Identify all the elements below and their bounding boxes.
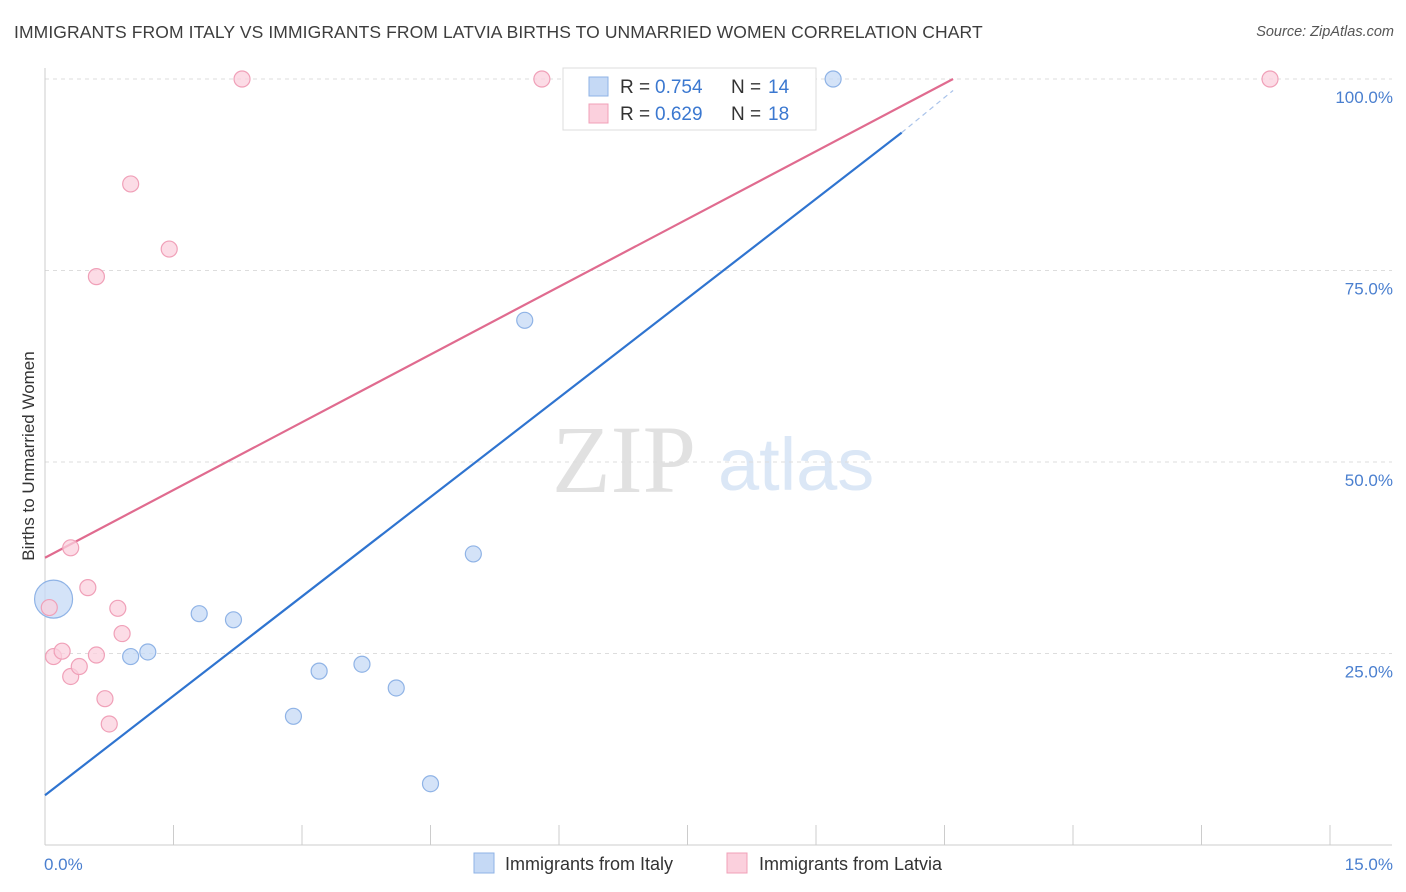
data-point-italy: [421, 775, 440, 793]
stats-legend-latvia-n-value: 18: [768, 104, 789, 125]
data-point-latvia: [87, 268, 106, 286]
trendline-latvia: [44, 78, 954, 559]
stats-legend-latvia-r-value: 0.629: [655, 104, 703, 125]
legend-italy-swatch: [473, 852, 495, 874]
trend-layer: [44, 78, 954, 797]
data-point-latvia: [79, 579, 97, 597]
stats-legend-italy-swatch: [588, 76, 609, 97]
chart-source: Source: ZipAtlas.com: [1256, 24, 1394, 40]
data-point-italy: [310, 662, 328, 680]
y-axis-title: Births to Unmarried Women: [19, 351, 38, 560]
data-point-latvia: [62, 539, 80, 557]
legend-latvia-label: Immigrants from Latvia: [759, 854, 943, 874]
point-layer: [33, 70, 1279, 793]
x-tick-label: 15.0%: [1345, 855, 1393, 874]
legend-latvia-swatch: [726, 852, 748, 874]
data-point-latvia: [533, 70, 551, 88]
data-point-italy: [387, 679, 405, 697]
stats-legend-italy-n-label: N =: [731, 77, 761, 98]
x-tick-label: 0.0%: [44, 855, 83, 874]
data-point-italy: [464, 545, 482, 563]
stats-legend: R = 0.754 N = 14 R = 0.629 N = 18: [562, 67, 817, 131]
stats-legend-italy-r-value: 0.754: [655, 77, 703, 98]
data-point-italy: [824, 70, 842, 88]
data-point-italy: [516, 311, 534, 329]
watermark-zip: ZIP: [552, 406, 696, 513]
data-point-italy: [139, 643, 157, 661]
data-point-italy: [122, 647, 140, 666]
y-tick-label: 50.0%: [1345, 471, 1393, 490]
y-tick-label: 100.0%: [1335, 88, 1393, 107]
data-point-latvia: [87, 646, 106, 664]
data-point-italy: [284, 707, 303, 725]
data-point-latvia: [96, 690, 114, 708]
y-tick-label: 25.0%: [1345, 663, 1393, 682]
axis-layer: 25.0% 50.0% 75.0% 100.0% 0.0% 15.0%: [44, 68, 1393, 874]
trendline-italy: [44, 131, 903, 797]
grid-layer: [45, 78, 1392, 654]
data-point-latvia: [100, 715, 118, 733]
stats-legend-italy-n-value: 14: [768, 77, 790, 98]
stats-legend-latvia-r-label: R =: [620, 104, 650, 125]
stats-legend-italy-r-label: R =: [620, 77, 650, 98]
data-point-latvia: [122, 175, 140, 193]
data-point-latvia: [113, 624, 131, 643]
data-point-italy: [224, 611, 243, 629]
legend-italy-label: Immigrants from Italy: [505, 854, 673, 874]
series-legend: Immigrants from Italy Immigrants from La…: [473, 852, 943, 874]
data-point-latvia: [109, 599, 127, 617]
data-point-latvia: [233, 70, 251, 88]
data-point-italy: [353, 655, 371, 673]
data-point-latvia: [160, 240, 178, 258]
stats-legend-latvia-n-label: N =: [731, 104, 761, 125]
trendline-extension-italy: [901, 90, 954, 134]
data-point-italy: [190, 605, 208, 623]
chart-title: IMMIGRANTS FROM ITALY VS IMMIGRANTS FROM…: [14, 22, 983, 42]
y-tick-label: 75.0%: [1345, 280, 1393, 299]
data-point-latvia: [1261, 70, 1279, 88]
stats-legend-latvia-swatch: [588, 103, 609, 124]
data-point-latvia: [40, 598, 58, 617]
data-point-latvia: [53, 642, 71, 660]
data-point-latvia: [70, 657, 88, 676]
watermark-atlas: atlas: [718, 423, 874, 506]
